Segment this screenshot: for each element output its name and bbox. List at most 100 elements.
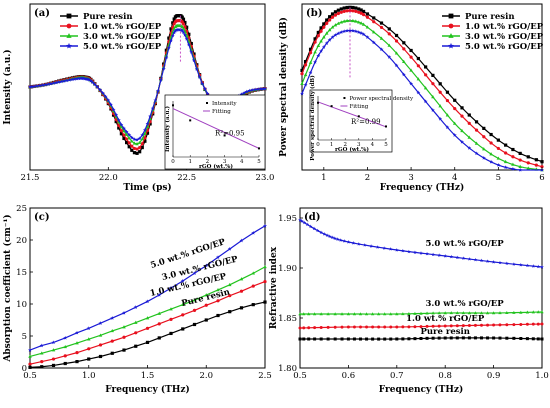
data-point <box>122 126 126 131</box>
data-point <box>505 310 509 314</box>
data-point <box>326 337 330 341</box>
data-point <box>525 263 530 268</box>
data-point <box>409 48 413 53</box>
data-point <box>87 357 91 361</box>
data-point <box>503 165 508 170</box>
data-point <box>75 330 79 335</box>
data-point <box>242 90 247 95</box>
inset-point <box>223 134 226 137</box>
data-point <box>518 151 522 155</box>
data-point <box>511 147 515 152</box>
data-point <box>313 50 317 54</box>
x-tick-label: 6 <box>539 173 544 183</box>
data-point <box>119 125 124 129</box>
data-point <box>486 323 490 327</box>
data-point <box>361 22 366 26</box>
data-point <box>365 12 370 16</box>
data-point <box>319 326 323 329</box>
data-point <box>473 257 478 262</box>
data-point <box>205 91 210 96</box>
data-point <box>181 327 185 331</box>
data-point <box>98 354 103 359</box>
data-point <box>430 108 435 112</box>
data-point <box>183 25 187 29</box>
data-point <box>369 244 373 248</box>
data-point <box>419 337 423 340</box>
data-point <box>143 139 147 143</box>
data-point <box>389 312 393 316</box>
data-point <box>467 336 471 340</box>
data-point <box>455 311 459 315</box>
data-point <box>75 76 79 81</box>
data-point <box>526 155 530 159</box>
x-axis-title: Time (ps) <box>123 182 171 193</box>
data-point <box>371 325 375 329</box>
data-point <box>357 10 361 14</box>
data-point <box>534 158 538 162</box>
data-point <box>130 148 134 152</box>
data-point <box>140 142 144 146</box>
data-point <box>512 336 516 340</box>
data-point <box>189 49 194 54</box>
data-point <box>416 77 421 81</box>
data-point <box>170 33 175 38</box>
data-point <box>511 162 515 166</box>
inset-x-tick-label: 5 <box>257 159 261 165</box>
data-point <box>496 138 500 142</box>
data-point <box>402 41 406 45</box>
data-point <box>70 77 75 82</box>
inset-x-tick-label: 2 <box>343 142 347 148</box>
data-point <box>34 83 39 88</box>
data-point <box>326 312 330 316</box>
data-point <box>401 312 405 316</box>
data-point <box>342 19 346 23</box>
data-point <box>157 336 161 340</box>
data-point <box>169 317 173 321</box>
data-point <box>474 128 479 132</box>
data-point <box>98 343 103 347</box>
data-point <box>394 39 399 43</box>
data-point <box>489 152 493 156</box>
data-point <box>336 21 341 25</box>
data-point <box>425 311 429 315</box>
data-point <box>425 324 429 328</box>
series-line-2 <box>301 19 543 171</box>
data-point <box>258 86 263 91</box>
data-point <box>481 155 486 160</box>
data-point <box>359 325 362 329</box>
data-point <box>346 337 350 341</box>
x-tick-label: 1.0 <box>535 371 549 381</box>
data-point <box>145 340 150 344</box>
data-point <box>204 318 208 322</box>
data-point <box>467 257 472 261</box>
data-point <box>489 141 493 145</box>
data-point <box>28 84 32 89</box>
panel-a: 21.5 22.0 22.5 23.0 Time (ps) Intensity (a.u.… <box>2 3 274 193</box>
data-point <box>379 36 384 40</box>
y-axis-title: Absorption coefficient (cm⁻¹) <box>2 214 13 362</box>
data-point <box>239 277 244 281</box>
data-point <box>167 36 171 40</box>
inset-x-tick-label: 0 <box>171 159 175 165</box>
data-point <box>122 335 126 339</box>
data-point <box>353 29 358 33</box>
data-point <box>438 104 442 108</box>
legend-marker-0 <box>448 13 454 19</box>
data-point <box>375 245 380 249</box>
data-point <box>540 265 544 269</box>
data-point <box>540 322 544 326</box>
data-point <box>531 310 535 314</box>
inset-point <box>385 125 387 128</box>
data-point <box>512 310 516 314</box>
data-point <box>32 84 37 89</box>
data-point <box>90 80 95 85</box>
data-point <box>140 145 144 150</box>
data-point <box>330 25 335 29</box>
data-point <box>480 336 483 340</box>
data-point <box>110 351 114 355</box>
data-point <box>491 260 496 264</box>
data-point <box>480 323 483 327</box>
data-point <box>536 264 541 269</box>
data-point <box>328 15 332 19</box>
data-point <box>449 311 453 315</box>
